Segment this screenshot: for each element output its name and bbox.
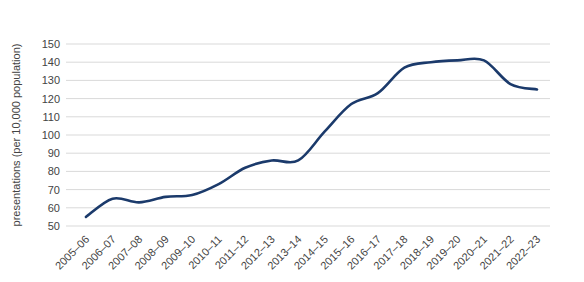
chart-container: 50607080901001101201301401502005–062006–… (0, 0, 584, 282)
y-tick-label: 110 (42, 111, 60, 123)
grid-line (66, 62, 550, 63)
grid-line (66, 44, 550, 45)
grid (66, 44, 550, 226)
y-tick-label: 70 (48, 184, 60, 196)
y-tick-label: 150 (42, 38, 60, 50)
y-tick-label: 50 (48, 220, 60, 232)
y-tick-label: 100 (42, 129, 60, 141)
y-tick-label: 140 (42, 56, 60, 68)
grid-line (66, 135, 550, 136)
y-tick-label: 130 (42, 74, 60, 86)
y-tick-label: 80 (48, 165, 60, 177)
grid-line (66, 80, 550, 81)
grid-line (66, 189, 550, 190)
grid-line (66, 116, 550, 117)
x-tick-label: 2022–23 (504, 233, 543, 272)
series-group (86, 59, 537, 217)
chart-svg: 50607080901001101201301401502005–062006–… (0, 0, 584, 282)
grid-line (66, 171, 550, 172)
y-tick-label: 120 (42, 93, 60, 105)
grid-line (66, 226, 550, 227)
y-tick-label: 60 (48, 202, 60, 214)
data-line (86, 59, 537, 217)
y-axis-label: presentations (per 10,000 population) (10, 44, 22, 227)
y-tick-label: 90 (48, 147, 60, 159)
grid-line (66, 98, 550, 99)
grid-line (66, 207, 550, 208)
